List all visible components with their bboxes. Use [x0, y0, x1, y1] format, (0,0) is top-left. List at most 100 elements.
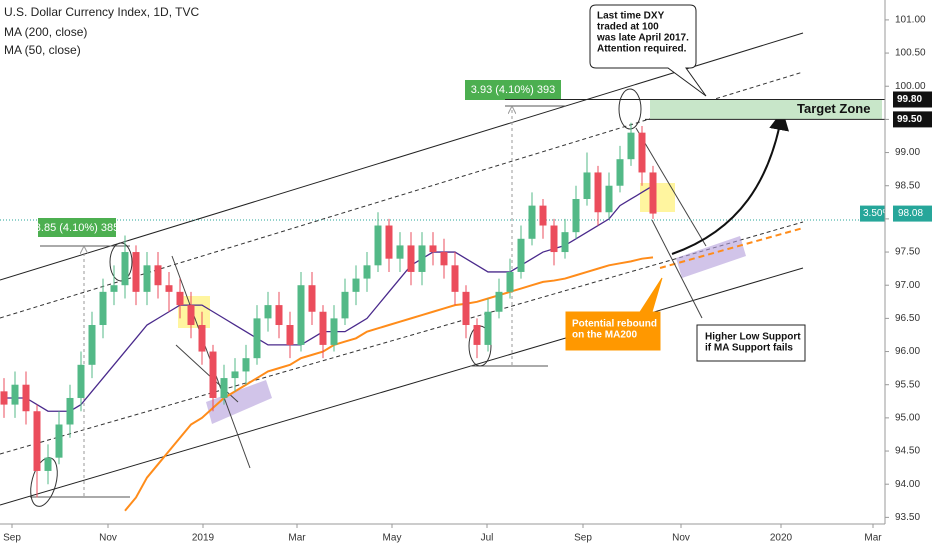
candle-body [0, 391, 8, 405]
x-tick-label: May [383, 533, 402, 544]
support-zone [676, 236, 746, 278]
candle-body [187, 305, 195, 326]
ma-line [124, 256, 654, 512]
candle-body [110, 285, 118, 292]
candle-body [385, 225, 393, 259]
candle-body [165, 285, 173, 292]
candle-body [44, 457, 52, 471]
candle-body [418, 245, 426, 272]
annotations: 3.85 (4.10%) 385 3.93 (4.10%) 393 U.S. D… [4, 4, 893, 362]
candle-body [451, 265, 459, 292]
candle-body [275, 305, 283, 326]
x-tick-label: 2020 [770, 533, 793, 544]
x-tick-label: Nov [672, 533, 690, 544]
candle-body [99, 291, 107, 326]
y-tick-label: 98.50 [895, 180, 920, 191]
candle-body [594, 172, 602, 213]
note-text: Potential rebound [572, 319, 657, 330]
legend-entry: MA (50, close) [4, 43, 81, 57]
candle-body [440, 252, 448, 266]
ma-projection [659, 227, 804, 269]
candle-body [605, 185, 613, 213]
trend-line [175, 344, 239, 403]
y-tick-label: 100.50 [895, 48, 926, 59]
candle-body [484, 311, 492, 345]
measure-label: 3.93 (4.10%) 393 [471, 84, 555, 96]
support-zone [206, 380, 272, 424]
note-text: traded at 100 [597, 22, 659, 33]
candle-body [473, 325, 481, 345]
y-tick-label: 94.50 [895, 446, 920, 457]
candle-body [495, 291, 503, 312]
candle-body [616, 159, 624, 186]
target-arrow [671, 110, 789, 255]
candle-body [220, 378, 228, 398]
y-tick-label: 99.00 [895, 147, 920, 158]
measure-label-box [465, 80, 561, 100]
target-zone [650, 99, 882, 120]
candle-body [550, 225, 558, 253]
note-text: was late April 2017. [596, 33, 689, 44]
candle-body [561, 232, 569, 253]
price-label-box [893, 91, 932, 108]
note-text: Last time DXY [597, 11, 665, 22]
candle-body [572, 198, 580, 233]
y-tick-label: 95.00 [895, 413, 920, 424]
x-tick-label: Nov [99, 533, 117, 544]
candle-body [231, 371, 239, 379]
candle-body [22, 384, 30, 412]
title: U.S. Dollar Currency Index, 1D, TVC [4, 5, 200, 19]
candle-body [638, 132, 646, 173]
candle-body [297, 285, 305, 345]
candle-body [154, 265, 162, 286]
candle-body [583, 172, 591, 199]
candle-body [319, 311, 327, 345]
candle-body [88, 325, 96, 365]
price-label-box [893, 111, 932, 128]
candle-body [55, 424, 63, 458]
y-tick-label: 93.50 [895, 512, 920, 523]
y-tick-label: 97.50 [895, 247, 920, 258]
ellipse [109, 242, 133, 282]
callout [589, 4, 707, 97]
candle-body [11, 384, 19, 405]
target-label: Target Zone [797, 101, 870, 116]
plot [0, 122, 657, 512]
candle-body [264, 305, 272, 319]
candle-body [77, 364, 85, 398]
candle-body [308, 285, 316, 312]
candle-body [286, 325, 294, 345]
channel-lower [0, 267, 804, 506]
candle-body [407, 245, 415, 272]
candle-body [528, 205, 536, 239]
candle-body [649, 172, 657, 214]
candle-body [341, 291, 349, 319]
ellipse [30, 457, 58, 507]
x-tick-label: 2019 [192, 533, 215, 544]
y-tick-label: 101.00 [895, 15, 926, 26]
y-tick-label: 96.50 [895, 313, 920, 324]
candle-body [396, 245, 404, 259]
candle-body [66, 397, 74, 425]
candle-body [352, 278, 360, 292]
trend-line [651, 219, 703, 319]
channel-upper [0, 32, 804, 281]
price-label: 98.08 [898, 208, 923, 219]
x-tick-label: Sep [3, 533, 21, 544]
note-text: if MA Support fails [705, 343, 793, 354]
trend-line [635, 127, 707, 247]
candle-body [143, 265, 151, 292]
x-tick-label: Jul [481, 533, 494, 544]
candle-body [33, 411, 41, 471]
y-tick-label: 94.00 [895, 479, 920, 490]
candle-body [209, 351, 217, 398]
candle-body [374, 225, 382, 266]
y-tick-label: 96.00 [895, 346, 920, 357]
candle-body [517, 238, 525, 272]
candle-body [198, 325, 206, 352]
candle-body [627, 132, 635, 160]
candle-body [253, 318, 261, 359]
x-tick-label: Mar [288, 533, 306, 544]
